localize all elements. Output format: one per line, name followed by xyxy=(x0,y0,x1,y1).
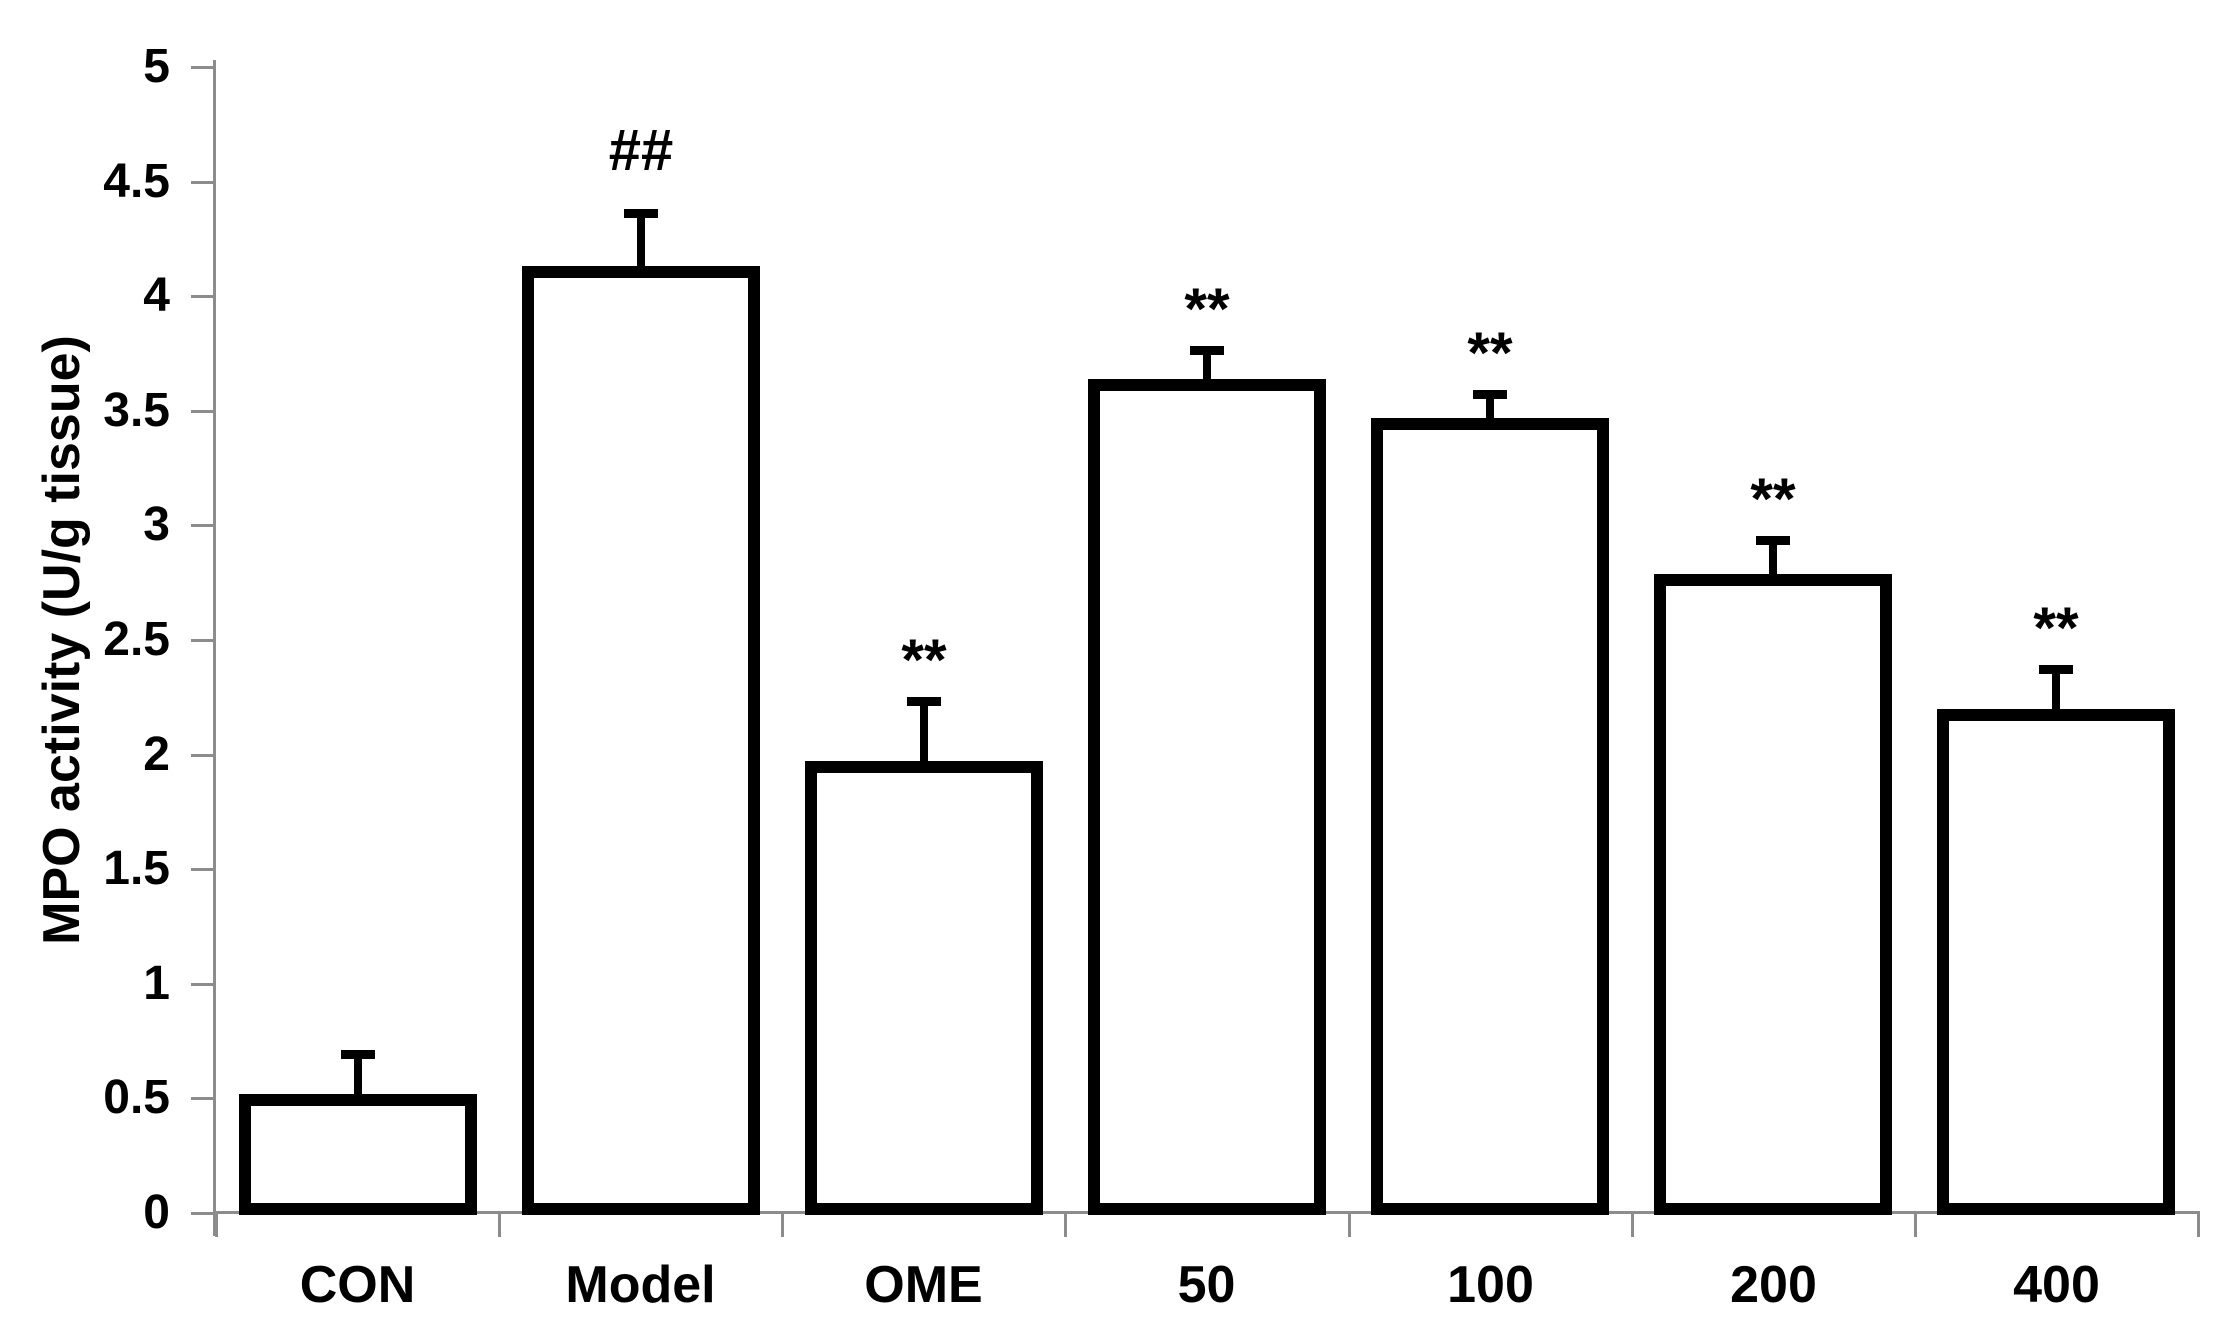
x-tick-mark xyxy=(2197,1213,2200,1237)
error-bar-stem xyxy=(1769,541,1777,579)
bar-400 xyxy=(1937,709,2175,1215)
x-tick-mark xyxy=(1348,1213,1351,1237)
x-category-label: 100 xyxy=(1447,1256,1534,1314)
y-tick-mark xyxy=(191,639,213,642)
x-category-label: 200 xyxy=(1730,1256,1817,1314)
y-tick-label: 2.5 xyxy=(103,613,170,666)
x-tick-mark xyxy=(215,1213,218,1237)
bar-ome xyxy=(805,761,1043,1215)
y-axis-line xyxy=(213,60,216,1236)
error-bar-cap xyxy=(624,209,658,218)
y-tick-mark xyxy=(191,410,213,413)
y-tick-mark xyxy=(191,1212,213,1215)
error-bar-cap xyxy=(907,697,941,706)
significance-marker: ** xyxy=(1750,467,1796,532)
x-category-label: CON xyxy=(299,1256,416,1314)
y-tick-mark xyxy=(191,868,213,871)
bar-200 xyxy=(1654,574,1892,1215)
y-tick-label: 0 xyxy=(143,1186,170,1239)
error-bar-cap xyxy=(2039,665,2073,674)
error-bar-stem xyxy=(1486,395,1494,424)
y-tick-mark xyxy=(191,181,213,184)
significance-marker: ** xyxy=(901,628,947,693)
x-tick-mark xyxy=(498,1213,501,1237)
y-tick-label: 5 xyxy=(143,40,170,93)
error-bar-cap xyxy=(1473,390,1507,399)
bar-100 xyxy=(1371,418,1609,1215)
error-bar-cap xyxy=(341,1050,375,1059)
y-tick-label: 0.5 xyxy=(103,1071,170,1124)
significance-marker: ** xyxy=(1467,321,1513,386)
y-tick-label: 2 xyxy=(143,728,170,781)
error-bar-stem xyxy=(2052,670,2060,715)
error-bar-cap xyxy=(1190,346,1224,355)
x-category-label: Model xyxy=(565,1256,716,1314)
y-tick-label: 1.5 xyxy=(103,842,170,895)
y-tick-mark xyxy=(191,524,213,527)
x-tick-mark xyxy=(1064,1213,1067,1237)
error-bar-cap xyxy=(1756,536,1790,545)
error-bar-stem xyxy=(920,702,928,768)
x-category-label: OME xyxy=(864,1256,983,1314)
y-tick-label: 3.5 xyxy=(103,384,170,437)
error-bar-stem xyxy=(354,1055,362,1100)
bar-con xyxy=(239,1094,477,1215)
significance-marker: ** xyxy=(2033,596,2079,661)
y-tick-label: 3 xyxy=(143,498,170,551)
x-tick-mark xyxy=(781,1213,784,1237)
x-category-label: 50 xyxy=(1177,1256,1236,1314)
bar-50 xyxy=(1088,379,1326,1215)
y-tick-label: 1 xyxy=(143,957,170,1010)
y-tick-mark xyxy=(191,66,213,69)
x-tick-mark xyxy=(1914,1213,1917,1237)
y-tick-mark xyxy=(191,1097,213,1100)
y-tick-label: 4 xyxy=(143,269,170,322)
bar-model xyxy=(522,266,760,1215)
significance-marker: ** xyxy=(1184,277,1230,342)
y-tick-label: 4.5 xyxy=(103,155,170,208)
error-bar-stem xyxy=(1203,351,1211,385)
y-tick-mark xyxy=(191,295,213,298)
error-bar-stem xyxy=(637,214,645,273)
y-tick-mark xyxy=(191,983,213,986)
x-tick-mark xyxy=(1631,1213,1634,1237)
significance-marker: ## xyxy=(608,118,674,183)
x-category-label: 400 xyxy=(2013,1256,2100,1314)
y-tick-mark xyxy=(191,754,213,757)
